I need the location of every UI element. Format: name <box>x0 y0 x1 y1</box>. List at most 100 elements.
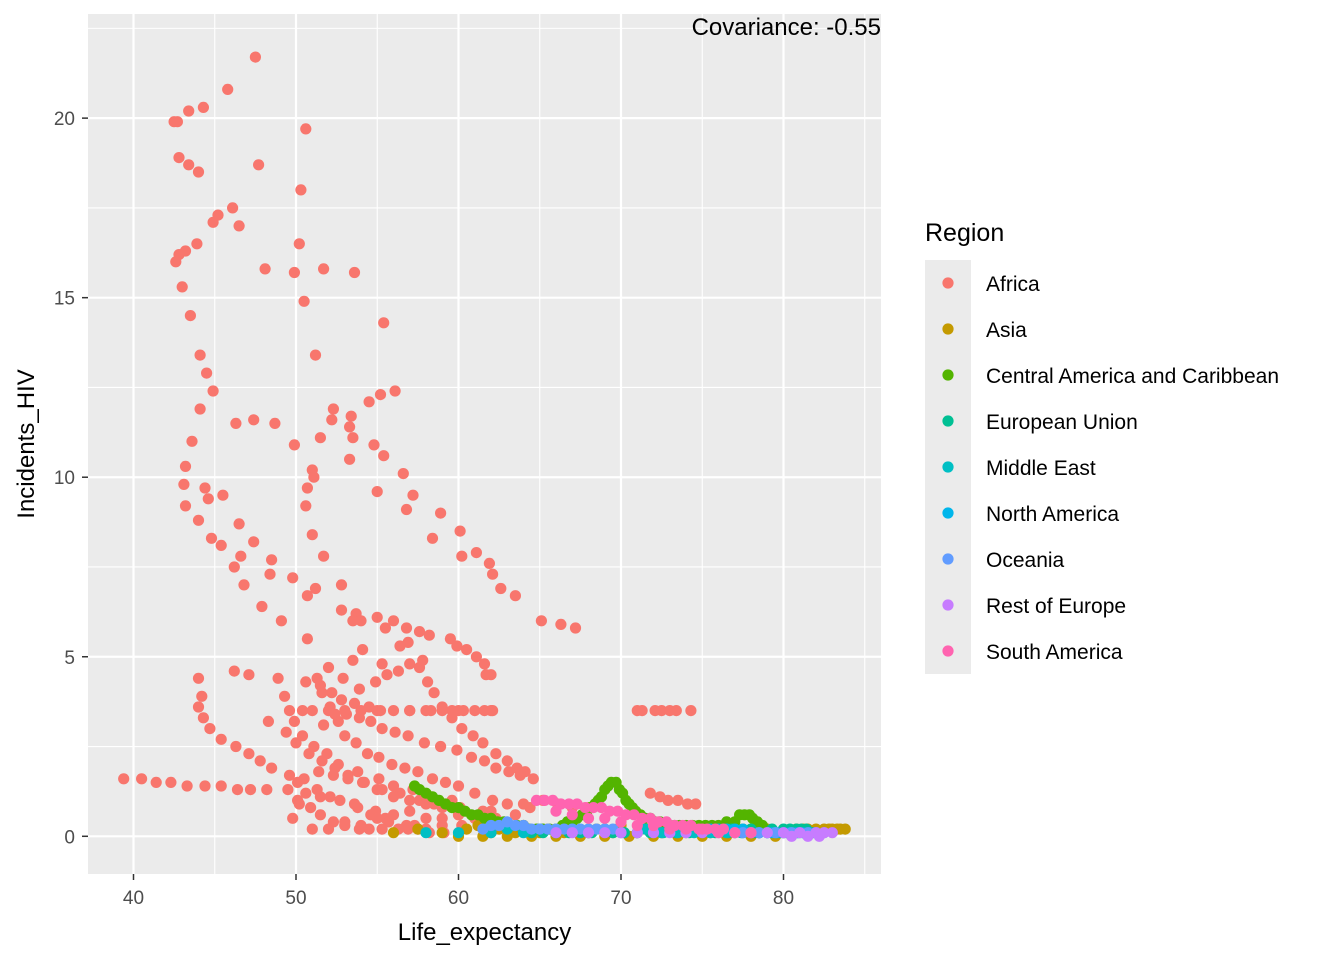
data-point <box>371 812 383 824</box>
data-point <box>314 809 326 821</box>
data-point <box>136 773 148 785</box>
legend-entries: Africa Asia Central America and Caribbean E… <box>942 273 1279 664</box>
data-point <box>426 773 439 785</box>
data-point <box>215 780 227 792</box>
data-point <box>150 776 162 789</box>
data-point <box>444 633 456 645</box>
data-point <box>420 812 432 824</box>
data-point <box>118 773 130 785</box>
data-point <box>230 417 242 429</box>
data-point <box>436 812 448 824</box>
data-point <box>199 780 211 792</box>
data-point <box>509 809 521 821</box>
legend-label: Africa <box>986 273 1040 296</box>
data-point <box>306 529 318 541</box>
x-tick-label: 50 <box>285 888 306 909</box>
data-point <box>371 486 383 498</box>
data-point <box>656 705 668 717</box>
data-point <box>413 661 426 674</box>
data-point <box>192 166 205 178</box>
data-point <box>222 83 234 95</box>
data-point <box>357 776 369 789</box>
data-point <box>685 705 697 717</box>
data-point <box>235 550 247 562</box>
data-point <box>306 823 318 835</box>
data-point <box>400 503 413 516</box>
data-point <box>197 712 209 724</box>
data-point <box>563 798 575 810</box>
data-point <box>615 827 627 839</box>
data-point <box>404 794 416 807</box>
y-axis-title: Incidents_HIV <box>13 369 40 518</box>
legend-key <box>942 599 954 611</box>
data-point <box>183 105 195 117</box>
data-point <box>378 450 390 462</box>
data-point <box>313 766 325 778</box>
data-point <box>420 798 432 810</box>
data-point <box>631 819 643 832</box>
x-axis: 40 50 60 70 80 <box>123 874 794 909</box>
data-point <box>368 439 380 451</box>
data-point <box>227 202 239 214</box>
data-point <box>400 622 413 634</box>
data-point <box>339 705 351 717</box>
data-point <box>179 460 192 472</box>
data-point <box>363 396 375 408</box>
data-point <box>207 385 219 397</box>
data-point <box>176 281 188 293</box>
data-point <box>184 310 196 322</box>
data-point <box>636 705 648 717</box>
data-point <box>550 805 562 817</box>
data-point <box>485 819 497 832</box>
data-point <box>394 640 406 652</box>
legend-label: Central America and Caribbean <box>986 365 1279 388</box>
data-point <box>324 791 336 803</box>
data-point <box>526 823 538 835</box>
legend: Region Africa Asia Central America and Car… <box>925 219 1279 674</box>
data-point <box>436 827 448 839</box>
data-point <box>420 827 432 839</box>
data-point <box>357 644 369 656</box>
legend-key <box>942 277 954 289</box>
data-point <box>254 755 266 767</box>
data-point <box>451 744 463 756</box>
data-point <box>355 705 367 717</box>
data-point <box>461 644 473 656</box>
data-point <box>487 794 499 807</box>
legend-key <box>942 369 954 381</box>
data-point <box>309 582 322 595</box>
legend-key <box>942 507 954 519</box>
data-point <box>228 561 240 573</box>
data-point <box>386 758 398 771</box>
data-point <box>183 159 195 171</box>
data-point <box>456 550 468 562</box>
data-point <box>332 758 344 771</box>
data-point <box>483 557 495 570</box>
data-point <box>352 802 364 814</box>
data-point <box>306 705 318 717</box>
data-point <box>202 493 214 505</box>
data-point <box>452 780 465 792</box>
data-point <box>501 755 513 767</box>
data-point <box>243 748 255 760</box>
legend-label: North America <box>986 503 1119 526</box>
data-point <box>566 827 578 839</box>
legend-label: Asia <box>986 319 1027 342</box>
data-point <box>534 823 546 835</box>
data-point <box>418 737 430 749</box>
data-point <box>371 705 383 717</box>
data-point <box>170 256 182 268</box>
data-point <box>228 665 240 677</box>
data-point <box>412 766 424 778</box>
data-point <box>361 748 374 760</box>
data-point <box>446 712 458 724</box>
data-point <box>467 730 479 742</box>
data-point <box>322 823 335 835</box>
data-point <box>355 615 367 627</box>
data-point <box>283 705 296 717</box>
data-point <box>215 733 227 745</box>
legend-label: European Union <box>986 411 1138 434</box>
data-point <box>387 827 400 839</box>
data-point <box>305 802 317 814</box>
data-point <box>327 769 339 781</box>
